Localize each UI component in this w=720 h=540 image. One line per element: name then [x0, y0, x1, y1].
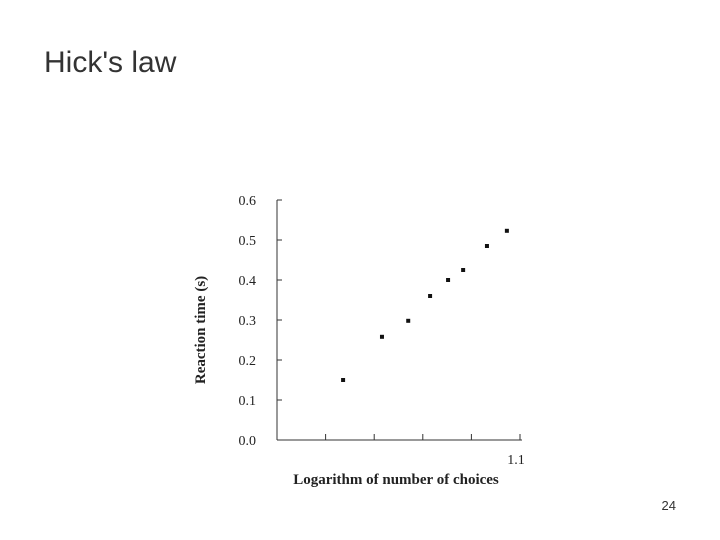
- slide-title: Hick's law: [44, 46, 177, 79]
- y-tick-label: 0.6: [239, 194, 257, 209]
- y-tick-label: 0.1: [239, 394, 257, 409]
- y-tick-label: 0.2: [239, 354, 257, 369]
- y-tick-label: 0.0: [239, 434, 257, 449]
- point: [406, 318, 411, 323]
- point: [504, 228, 509, 233]
- page-number: 24: [662, 498, 676, 513]
- y-axis-title: Reaction time (s): [193, 276, 209, 384]
- point: [446, 278, 451, 282]
- x-tick-label: 1.1: [507, 453, 525, 468]
- point: [484, 244, 489, 248]
- point: [379, 334, 384, 339]
- x-axis-title: Logarithm of number of choices: [293, 472, 499, 488]
- point: [428, 294, 433, 298]
- y-tick-label: 0.4: [239, 274, 257, 289]
- y-tick-label: 0.5: [239, 234, 257, 249]
- point: [341, 378, 346, 382]
- y-tick-label: 0.3: [239, 314, 257, 329]
- point: [461, 268, 466, 272]
